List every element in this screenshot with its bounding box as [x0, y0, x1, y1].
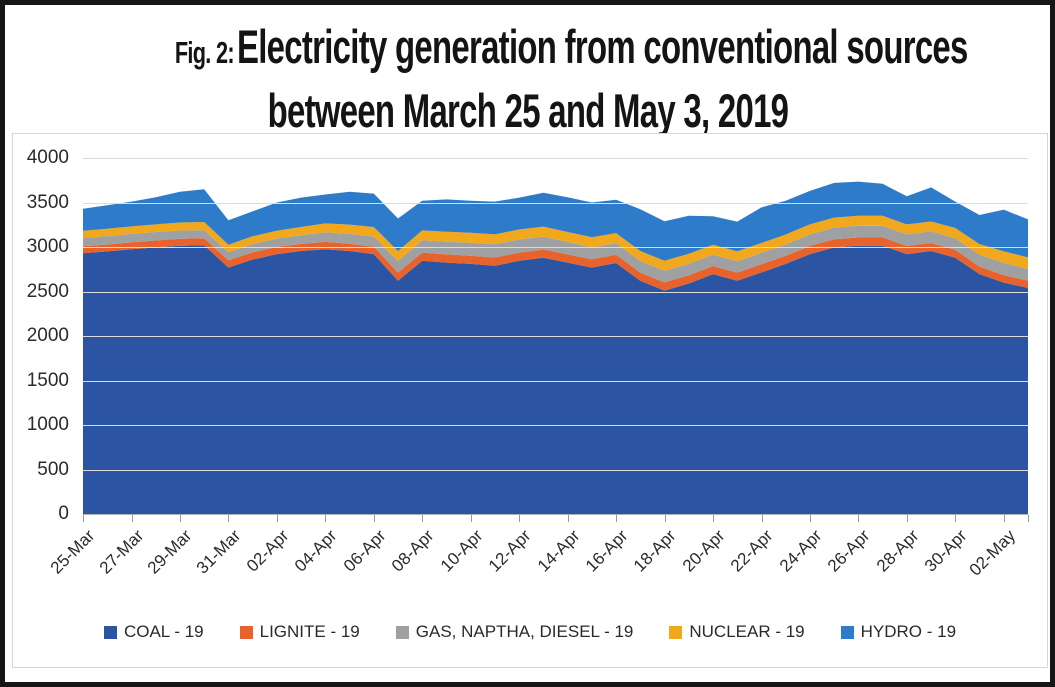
x-axis-tick [422, 515, 424, 522]
x-axis-tick [470, 515, 472, 522]
x-axis-tick [1028, 515, 1029, 522]
x-axis-tick [519, 515, 521, 522]
x-axis-tick [616, 515, 618, 522]
y-axis-label: 2500 [26, 280, 69, 302]
y-axis-label: 1500 [26, 369, 69, 391]
gridline [83, 202, 1028, 204]
x-axis-label: 28-Apr [872, 526, 923, 576]
x-axis-tick [906, 515, 908, 522]
x-axis-tick [276, 515, 278, 522]
legend-item: NUCLEAR - 19 [669, 622, 805, 642]
x-axis-label: 18-Apr [630, 526, 680, 576]
legend-label: LIGNITE - 19 [259, 622, 360, 641]
x-axis-label: 26-Apr [824, 526, 874, 576]
x-axis-label: 25-Mar [46, 526, 99, 578]
x-axis-label: 27-Mar [95, 526, 147, 578]
x-axis-tick [761, 515, 763, 522]
x-axis-label: 22-Apr [727, 526, 777, 576]
title-line-1: Fig. 2: Electricity generation from conv… [5, 21, 1050, 85]
gridline [83, 425, 1028, 426]
legend-swatch [239, 625, 253, 639]
legend-label: HYDRO - 19 [860, 622, 957, 641]
x-axis-tick [325, 515, 327, 522]
area-layer [83, 181, 1028, 261]
y-axis-label: 0 [58, 503, 69, 524]
x-axis-tick [131, 515, 133, 522]
x-axis-label: 14-Apr [533, 526, 584, 576]
gridline [83, 469, 1028, 471]
area-layer [83, 215, 1028, 271]
gridline [83, 380, 1028, 382]
y-axis-label: 4000 [26, 147, 69, 168]
x-axis-tick [1003, 515, 1005, 522]
legend-item: GAS, NAPTHA, DIESEL - 19 [395, 622, 634, 642]
title-prefix: Fig. 2: [174, 35, 235, 70]
gridline [83, 158, 1028, 159]
x-axis-tick [955, 515, 957, 522]
legend-item: LIGNITE - 19 [239, 622, 360, 642]
area-layer [83, 237, 1028, 291]
x-axis-tick [664, 515, 666, 522]
legend-item: COAL - 19 [103, 622, 204, 642]
x-axis-label: 02-May [965, 526, 1020, 580]
legend-swatch [395, 625, 409, 639]
x-axis-tick [567, 515, 569, 522]
y-axis-label: 500 [37, 458, 69, 480]
title-line-2: between March 25 and May 3, 2019 [5, 85, 1050, 149]
x-axis-label: 12-Apr [485, 526, 535, 576]
x-axis-tick [858, 515, 860, 522]
x-axis-label: 20-Apr [678, 526, 729, 576]
x-axis-label: 24-Apr [775, 526, 826, 576]
x-axis-label: 16-Apr [582, 526, 632, 576]
x-axis-label: 06-Apr [339, 526, 390, 576]
legend-label: GAS, NAPTHA, DIESEL - 19 [415, 622, 634, 641]
x-axis-line [83, 514, 1028, 515]
x-axis-tick [809, 515, 811, 522]
x-axis-tick [373, 515, 375, 522]
legend-swatch [669, 625, 683, 639]
x-axis-tick [83, 515, 84, 522]
chart-area: COAL - 19 LIGNITE - 19 GAS, NAPTHA, DIESEL… [12, 133, 1048, 668]
legend: COAL - 19 LIGNITE - 19 GAS, NAPTHA, DIESEL… [13, 622, 1047, 642]
plot-area [83, 158, 1028, 514]
x-axis-tick [228, 515, 230, 522]
gridline [83, 336, 1028, 337]
y-axis-label: 3000 [26, 236, 69, 257]
x-axis-label: 10-Apr [436, 526, 487, 576]
legend-label: COAL - 19 [123, 622, 204, 641]
legend-label: NUCLEAR - 19 [689, 622, 805, 641]
x-axis-label: 30-Apr [921, 526, 971, 576]
area-layer [83, 245, 1028, 514]
y-axis-label: 3500 [26, 191, 69, 213]
x-axis-tick [713, 515, 714, 522]
legend-swatch [840, 625, 854, 639]
gridline [83, 247, 1028, 248]
title-text-2: between March 25 and May 3, 2019 [267, 84, 788, 137]
x-axis-label: 08-Apr [388, 526, 438, 576]
title-text: Electricity generation from conventional… [236, 20, 968, 73]
x-axis-label: 02-Apr [242, 526, 293, 576]
gridline [83, 291, 1028, 293]
x-axis-label: 29-Mar [143, 526, 196, 578]
legend-item: HYDRO - 19 [840, 622, 957, 642]
x-axis-label: 04-Apr [291, 526, 341, 576]
area-layer [83, 225, 1028, 283]
stacked-area-svg [83, 181, 1028, 514]
legend-swatch [103, 625, 117, 639]
x-axis-tick [179, 515, 181, 522]
y-axis-label: 2000 [26, 325, 69, 346]
x-axis-label: 31-Mar [192, 526, 244, 578]
y-axis-label: 1000 [26, 414, 69, 435]
figure-title: Fig. 2: Electricity generation from conv… [5, 21, 1050, 149]
